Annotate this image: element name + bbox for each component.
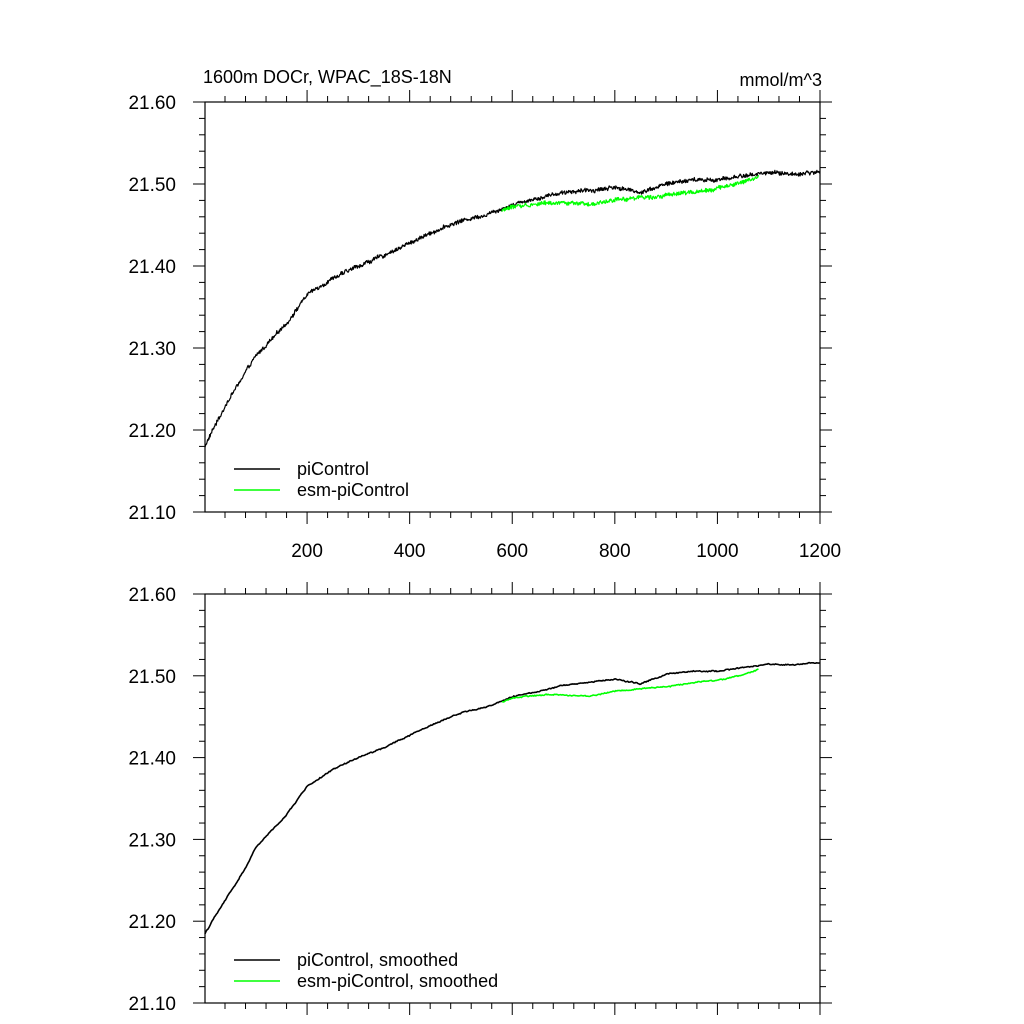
axis-ticks xyxy=(193,90,832,524)
legend-label-picontrol-smoothed: piControl, smoothed xyxy=(297,950,458,970)
series-line-picontrol xyxy=(204,169,821,448)
axis-ticks xyxy=(193,582,832,1015)
x-tick-label: 1000 xyxy=(696,541,738,562)
x-tick-label: 400 xyxy=(394,541,426,562)
series-line-esm-picontrol-smoothed xyxy=(501,668,759,703)
x-tick-label: 200 xyxy=(291,541,323,562)
y-tick-label: 21.40 xyxy=(128,749,176,770)
series-line-picontrol-smoothed xyxy=(204,661,820,935)
legend-label-esm-picontrol-smoothed: esm-piControl, smoothed xyxy=(297,971,498,991)
plot-frame xyxy=(204,593,821,1004)
x-axis-labels: 200 400 600 800 1000 1200 xyxy=(291,541,841,562)
y-axis-labels: 21.10 21.20 21.30 21.40 21.50 21.60 xyxy=(128,93,176,524)
plot-frame xyxy=(204,101,821,513)
series-group xyxy=(204,661,820,935)
y-tick-label: 21.10 xyxy=(128,503,176,524)
legend-label-picontrol: piControl xyxy=(297,459,369,479)
y-tick-label: 21.50 xyxy=(128,175,176,196)
chart-title: 1600m DOCr, WPAC_18S-18N xyxy=(203,67,452,88)
series-group xyxy=(204,169,821,448)
y-tick-label: 21.50 xyxy=(128,667,176,688)
y-axis-labels: 21.10 21.20 21.30 21.40 21.50 21.60 xyxy=(128,585,176,1015)
y-tick-label: 21.30 xyxy=(128,339,176,360)
legend-label-esm-picontrol: esm-piControl xyxy=(297,480,409,500)
y-tick-label: 21.60 xyxy=(128,585,176,606)
legend: piControl, smoothed esm-piControl, smoot… xyxy=(234,950,498,991)
y-tick-label: 21.40 xyxy=(128,257,176,278)
x-tick-label: 1200 xyxy=(799,541,841,562)
y-tick-label: 21.20 xyxy=(128,421,176,442)
y-tick-label: 21.60 xyxy=(128,93,176,114)
y-tick-label: 21.30 xyxy=(128,830,176,851)
bottom-panel: 21.10 21.20 21.30 21.40 21.50 21.60 piControl… xyxy=(128,582,832,1015)
y-tick-label: 21.20 xyxy=(128,912,176,933)
x-tick-label: 600 xyxy=(496,541,528,562)
y-tick-label: 21.10 xyxy=(128,994,176,1015)
top-panel: 1600m DOCr, WPAC_18S-18N mmol/m^3 21.102… xyxy=(128,67,841,562)
series-line-esm-picontrol xyxy=(501,174,760,212)
units-label: mmol/m^3 xyxy=(740,70,822,90)
legend: piControl esm-piControl xyxy=(234,459,409,500)
x-tick-label: 800 xyxy=(599,541,631,562)
